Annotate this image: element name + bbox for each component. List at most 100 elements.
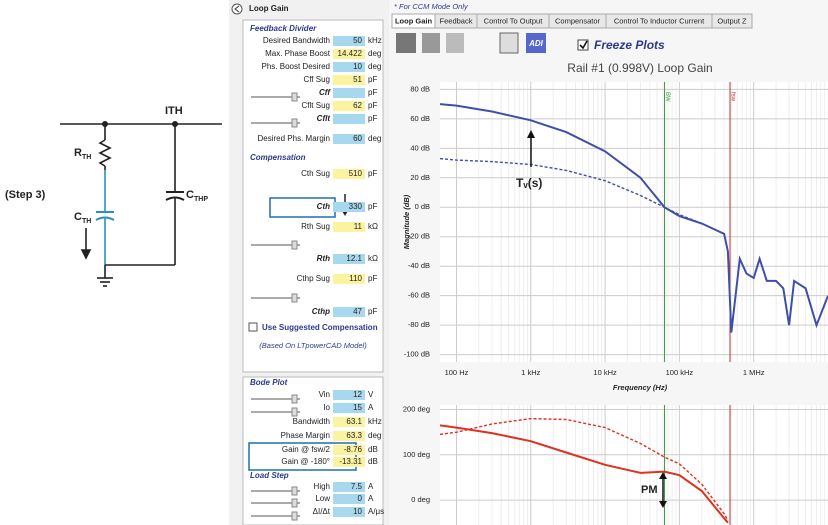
y-tick-label: 100 deg	[403, 450, 430, 459]
cth-sub: TH	[82, 218, 91, 225]
field-label: Rth Sug	[301, 222, 330, 231]
field-value: 10	[353, 62, 362, 71]
field-value: 330	[349, 202, 363, 211]
plot-area	[440, 82, 828, 362]
field-box[interactable]	[333, 62, 365, 72]
field-box[interactable]	[333, 307, 365, 317]
field-unit: V	[368, 390, 374, 399]
freeze-checkbox[interactable]	[577, 39, 589, 51]
field-box[interactable]	[333, 202, 365, 212]
slider-thumb[interactable]	[291, 92, 298, 102]
field-box[interactable]	[333, 75, 365, 85]
field-box[interactable]	[333, 254, 365, 264]
field-box[interactable]	[333, 507, 365, 517]
y-tick-label: 0 deg	[411, 495, 430, 504]
field-label: Phase Margin	[281, 431, 330, 440]
field-box[interactable]	[333, 222, 365, 232]
field-unit: pF	[368, 75, 377, 84]
tab[interactable]	[711, 13, 753, 29]
tool-button[interactable]	[499, 32, 519, 54]
field-box[interactable]	[333, 482, 365, 492]
field-unit: kΩ	[368, 254, 378, 263]
y-tick-label: -80 dB	[408, 320, 430, 329]
field-label: Gain @ fsw/2	[282, 445, 331, 454]
field-label: Io	[323, 403, 330, 412]
field-label: Desired Phs. Margin	[258, 134, 330, 143]
field-box[interactable]	[333, 431, 365, 441]
field-value: 63.3	[346, 431, 362, 440]
adi-label: ADI	[528, 39, 544, 48]
slider-thumb[interactable]	[291, 511, 298, 521]
slider-thumb[interactable]	[291, 486, 298, 496]
field-value: 7.5	[351, 482, 363, 491]
field-box[interactable]	[333, 390, 365, 400]
schematic	[60, 123, 222, 287]
annotation-arrowhead	[527, 130, 535, 138]
field-unit: pF	[368, 169, 377, 178]
y-tick-label: 40 dB	[410, 143, 430, 152]
tab-label: Feedback	[440, 16, 473, 25]
field-box[interactable]	[333, 445, 365, 455]
field-box[interactable]	[333, 457, 365, 467]
slider-thumb[interactable]	[291, 407, 298, 417]
field-unit: kHz	[368, 417, 382, 426]
slider-thumb[interactable]	[291, 394, 298, 404]
field-unit: kΩ	[368, 222, 378, 231]
marker-label: BW	[664, 92, 670, 102]
field-value: -8.76	[344, 445, 363, 454]
field-box[interactable]	[333, 101, 365, 111]
field-box[interactable]	[333, 134, 365, 144]
slider-thumb[interactable]	[291, 240, 298, 250]
field-unit: pF	[368, 202, 377, 211]
field-label: Desired Bandwidth	[263, 36, 330, 45]
slider-thumb[interactable]	[291, 293, 298, 303]
tab-label: Control To Output	[484, 16, 544, 25]
x-tick-label: 1 kHz	[521, 368, 540, 377]
field-box[interactable]	[333, 417, 365, 427]
y-axis-label: Magnitude (dB)	[402, 194, 411, 249]
field-label: Cff	[319, 88, 331, 97]
tool-button[interactable]	[396, 33, 416, 53]
field-value: 0	[358, 494, 363, 503]
slider-thumb[interactable]	[291, 498, 298, 508]
field-box[interactable]	[333, 274, 365, 284]
field-value: 51	[353, 75, 362, 84]
field-unit: deg	[368, 134, 381, 143]
cthp-sub: THP	[194, 196, 208, 203]
rth-sub: TH	[82, 154, 91, 161]
series-line	[440, 103, 828, 333]
field-box[interactable]	[333, 49, 365, 59]
field-unit: A	[368, 494, 374, 503]
x-axis-label: Frequency (Hz)	[613, 383, 668, 392]
tab-label: Output Z	[717, 16, 747, 25]
tool-button[interactable]	[526, 33, 546, 53]
check-mark	[579, 40, 588, 50]
tool-button[interactable]	[446, 33, 464, 53]
freeze-label: Freeze Plots	[594, 38, 665, 52]
field-label: Low	[315, 494, 330, 503]
collapse-button[interactable]	[231, 3, 243, 15]
field-box[interactable]	[333, 494, 365, 504]
y-tick-label: 80 dB	[410, 84, 430, 93]
field-value: 47	[353, 307, 362, 316]
cth-label: C	[74, 211, 82, 223]
field-box[interactable]	[333, 403, 365, 413]
field-box[interactable]	[333, 169, 365, 179]
field-unit: dB	[368, 445, 378, 454]
tool-button[interactable]	[422, 33, 440, 53]
section-title: Load Step	[250, 471, 289, 480]
field-unit: deg	[368, 49, 381, 58]
field-value: 10	[353, 507, 362, 516]
field-unit: A/μs	[368, 507, 384, 516]
mode-note: * For CCM Mode Only	[394, 2, 469, 11]
field-label: Cth Sug	[301, 169, 330, 178]
field-box[interactable]	[333, 36, 365, 46]
field-value: 110	[349, 274, 362, 283]
field-box[interactable]	[333, 88, 365, 98]
field-label: Rth	[317, 254, 330, 263]
field-box[interactable]	[333, 114, 365, 124]
field-unit: pF	[368, 307, 377, 316]
checkbox[interactable]	[248, 322, 258, 332]
field-value: 62	[353, 101, 362, 110]
slider-thumb[interactable]	[291, 118, 298, 128]
